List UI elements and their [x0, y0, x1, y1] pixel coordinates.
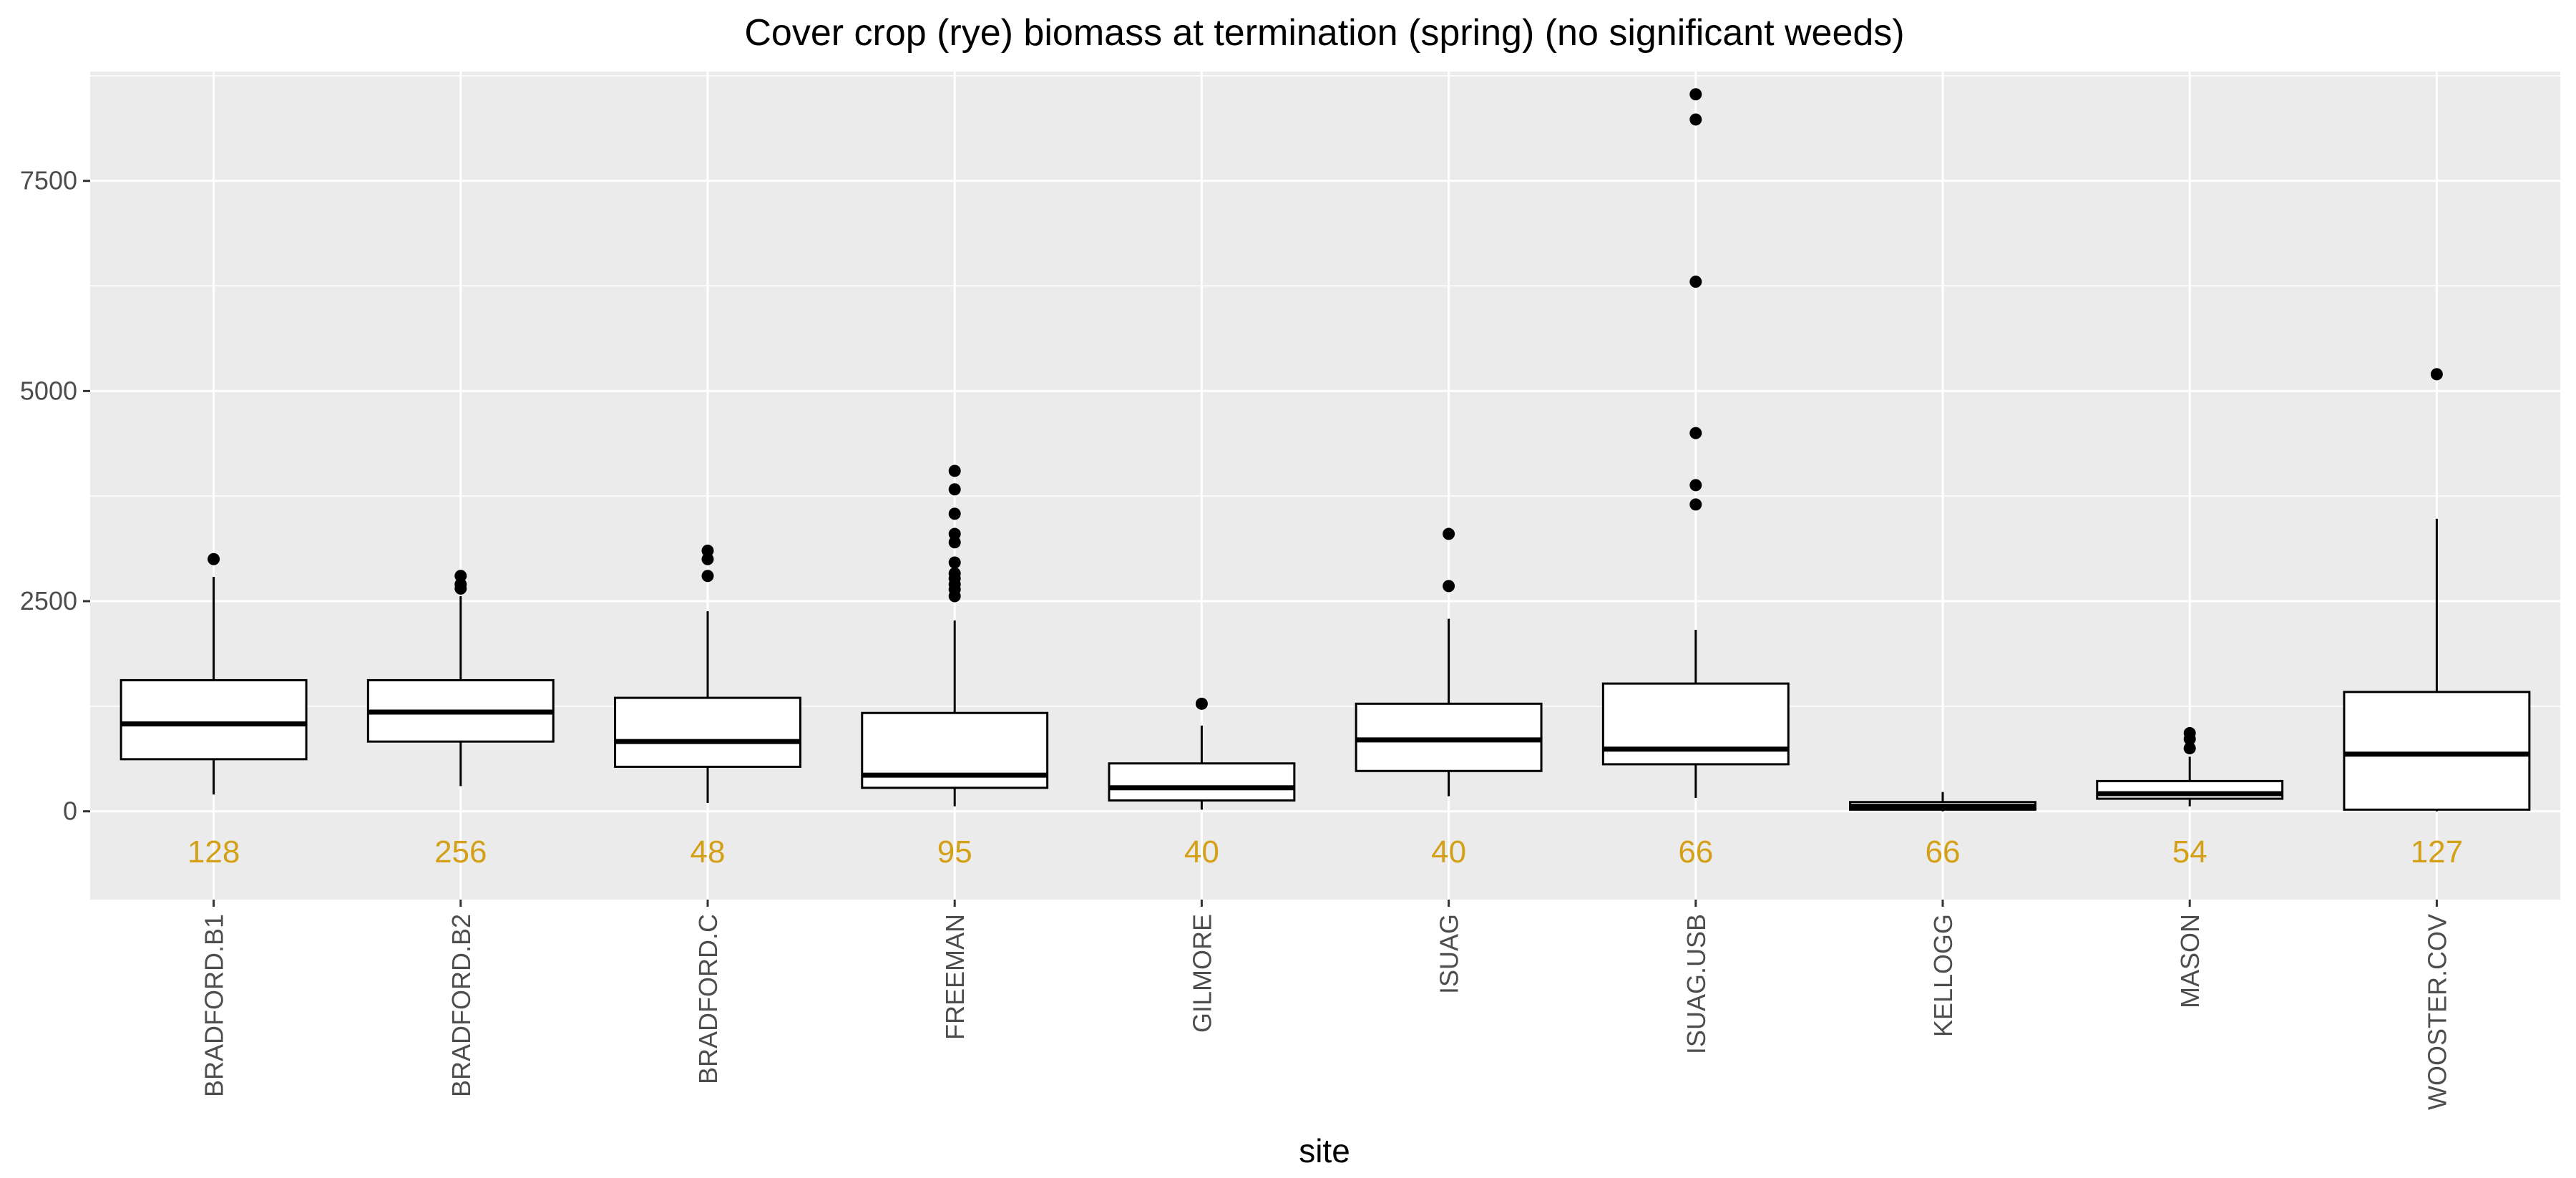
- outlier-point: [1195, 697, 1208, 710]
- iqr-box: [614, 696, 801, 768]
- outlier-point: [1689, 88, 1702, 101]
- box-group: [1601, 88, 1790, 798]
- x-tick-label: FREEMAN: [940, 914, 970, 1040]
- count-label: 95: [937, 834, 972, 870]
- outlier-point: [948, 567, 961, 580]
- count-label: 66: [1926, 834, 1961, 870]
- count-label: 66: [1678, 834, 1713, 870]
- x-tick-label: MASON: [2175, 914, 2205, 1008]
- x-tick-label: BRADFORD.C: [693, 914, 723, 1084]
- box-group: [2096, 726, 2284, 807]
- chart-title: Cover crop (rye) biomass at termination …: [744, 12, 1904, 54]
- outlier-point: [701, 553, 714, 565]
- count-labels: 128 256 48 95 40 40 66 66 54 127: [187, 834, 2463, 870]
- outlier-point: [1443, 527, 1455, 540]
- box-group: [1355, 527, 1543, 797]
- outlier-point: [948, 507, 961, 520]
- count-label: 40: [1431, 834, 1466, 870]
- x-tick-label: BRADFORD.B2: [447, 914, 476, 1097]
- outlier-point: [1443, 580, 1455, 593]
- box-group: [861, 464, 1049, 807]
- outlier-point: [454, 570, 467, 583]
- box-group: [2343, 368, 2531, 812]
- x-tick-label: GILMORE: [1187, 914, 1216, 1033]
- count-label: 256: [434, 834, 487, 870]
- iqr-box: [119, 678, 308, 761]
- count-label: 127: [2411, 834, 2463, 870]
- y-tick-label: 0: [63, 797, 77, 826]
- outlier-point: [701, 570, 714, 583]
- outlier-point: [948, 536, 961, 549]
- outlier-point: [2430, 368, 2443, 381]
- plot-panel: [90, 72, 2560, 900]
- y-tick-label: 7500: [20, 166, 77, 195]
- iqr-box: [2343, 691, 2531, 811]
- y-axis: 0 2500 5000 7500: [20, 166, 90, 826]
- x-tick-label: ISUAG.USB: [1682, 914, 1711, 1054]
- iqr-box: [1355, 702, 1543, 772]
- x-tick-label: ISUAG: [1435, 914, 1464, 994]
- box-group: [1849, 792, 2036, 812]
- boxes: [119, 88, 2531, 812]
- outlier-point: [948, 483, 961, 496]
- outlier-point: [1689, 498, 1702, 511]
- count-label: 40: [1184, 834, 1219, 870]
- outlier-point: [701, 545, 714, 558]
- outlier-point: [948, 464, 961, 477]
- box-group: [366, 570, 555, 787]
- y-tick-label: 5000: [20, 376, 77, 405]
- outlier-point: [2183, 726, 2196, 739]
- x-tick-label: KELLOGG: [1928, 914, 1958, 1037]
- outlier-point: [208, 553, 220, 565]
- outlier-point: [454, 578, 467, 591]
- outlier-point: [1689, 113, 1702, 126]
- outlier-point: [2183, 742, 2196, 755]
- iqr-box: [1601, 682, 1790, 766]
- box-group: [1108, 697, 1296, 810]
- box-group: [614, 545, 801, 803]
- count-label: 48: [691, 834, 726, 870]
- x-axis-title: site: [1299, 1132, 1350, 1169]
- count-label: 128: [187, 834, 240, 870]
- outlier-point: [948, 556, 961, 569]
- outlier-point: [1689, 479, 1702, 492]
- x-tick-label: WOOSTER.COV: [2422, 914, 2451, 1110]
- iqr-box: [1108, 762, 1296, 802]
- y-tick-label: 2500: [20, 586, 77, 615]
- outlier-point: [948, 527, 961, 540]
- outlier-point: [1689, 276, 1702, 288]
- x-tick-label: BRADFORD.B1: [200, 914, 229, 1097]
- box-group: [119, 553, 308, 795]
- count-label: 54: [2172, 834, 2207, 870]
- x-axis: BRADFORD.B1 BRADFORD.B2 BRADFORD.C FREEMAN G…: [200, 900, 2451, 1110]
- outlier-point: [1689, 427, 1702, 439]
